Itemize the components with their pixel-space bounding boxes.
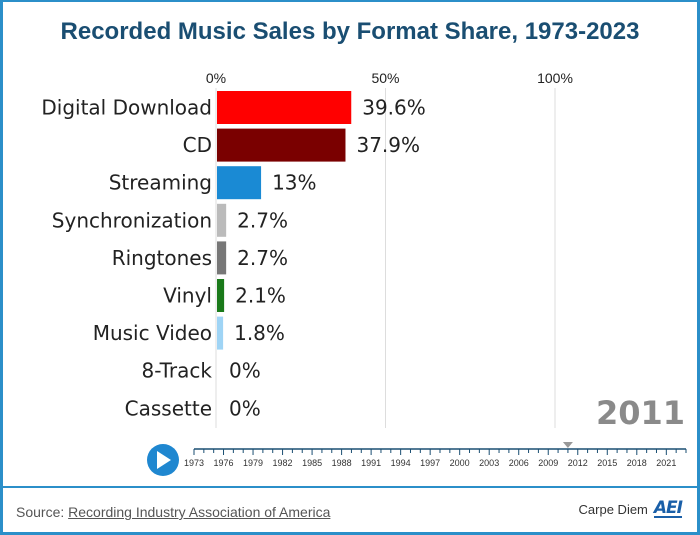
category-label: Digital Download xyxy=(41,96,212,120)
category-label: CD xyxy=(183,133,212,157)
category-label: Ringtones xyxy=(112,246,212,270)
timeline-year-label: 2009 xyxy=(538,458,558,468)
category-label: Streaming xyxy=(109,171,212,195)
value-label: 39.6% xyxy=(362,96,426,120)
category-label: Music Video xyxy=(93,321,212,345)
timeline-year-label: 2012 xyxy=(568,458,588,468)
brand-text: Carpe Diem xyxy=(578,501,648,517)
play-icon xyxy=(157,451,171,469)
timeline-year-label: 2003 xyxy=(479,458,499,468)
brand: Carpe Diem AEI xyxy=(578,498,683,518)
value-label: 37.9% xyxy=(356,133,420,157)
footer-divider xyxy=(0,486,700,488)
timeline-year-label: 1982 xyxy=(273,458,293,468)
timeline-year-label: 2000 xyxy=(450,458,470,468)
value-label: 2.1% xyxy=(235,284,286,308)
category-label: Synchronization xyxy=(52,208,212,232)
timeline-year-label: 1985 xyxy=(302,458,322,468)
bar xyxy=(217,316,224,350)
timeline-year-label: 2021 xyxy=(656,458,676,468)
timeline-year-label: 2006 xyxy=(509,458,529,468)
current-year-label: 2011 xyxy=(596,394,685,432)
chart-title: Recorded Music Sales by Format Share, 19… xyxy=(60,18,640,45)
bar xyxy=(217,128,346,162)
timeline-year-label: 1979 xyxy=(243,458,263,468)
aei-logo: AEI xyxy=(653,498,683,518)
timeline-year-label: 1991 xyxy=(361,458,381,468)
value-label: 1.8% xyxy=(234,321,285,345)
value-label: 0% xyxy=(229,396,261,420)
timeline-year-label: 1973 xyxy=(184,458,204,468)
timeline-year-label: 1988 xyxy=(332,458,352,468)
x-tick-label: 50% xyxy=(371,70,399,86)
bar xyxy=(217,203,227,237)
value-label: 2.7% xyxy=(237,208,288,232)
timeline-marker[interactable] xyxy=(562,442,573,448)
value-label: 2.7% xyxy=(237,246,288,270)
value-label: 13% xyxy=(272,171,316,195)
category-label: 8-Track xyxy=(142,359,213,383)
timeline-year-label: 2015 xyxy=(597,458,617,468)
bar xyxy=(217,166,262,200)
x-tick-label: 0% xyxy=(206,70,226,86)
source-note: Source: Recording Industry Association o… xyxy=(16,504,330,520)
value-label: 0% xyxy=(229,359,261,383)
timeline-year-label: 1994 xyxy=(391,458,411,468)
bar xyxy=(217,241,227,275)
category-label: Cassette xyxy=(125,396,212,420)
x-tick-label: 100% xyxy=(537,70,573,86)
source-link[interactable]: Recording Industry Association of Americ… xyxy=(68,504,331,520)
source-prefix: Source: xyxy=(16,504,69,520)
timeline-year-label: 1976 xyxy=(214,458,234,468)
bar xyxy=(217,91,352,124)
category-label: Vinyl xyxy=(163,284,212,308)
bar xyxy=(217,279,225,312)
timeline-year-label: 2018 xyxy=(627,458,647,468)
timeline-year-label: 1997 xyxy=(420,458,440,468)
